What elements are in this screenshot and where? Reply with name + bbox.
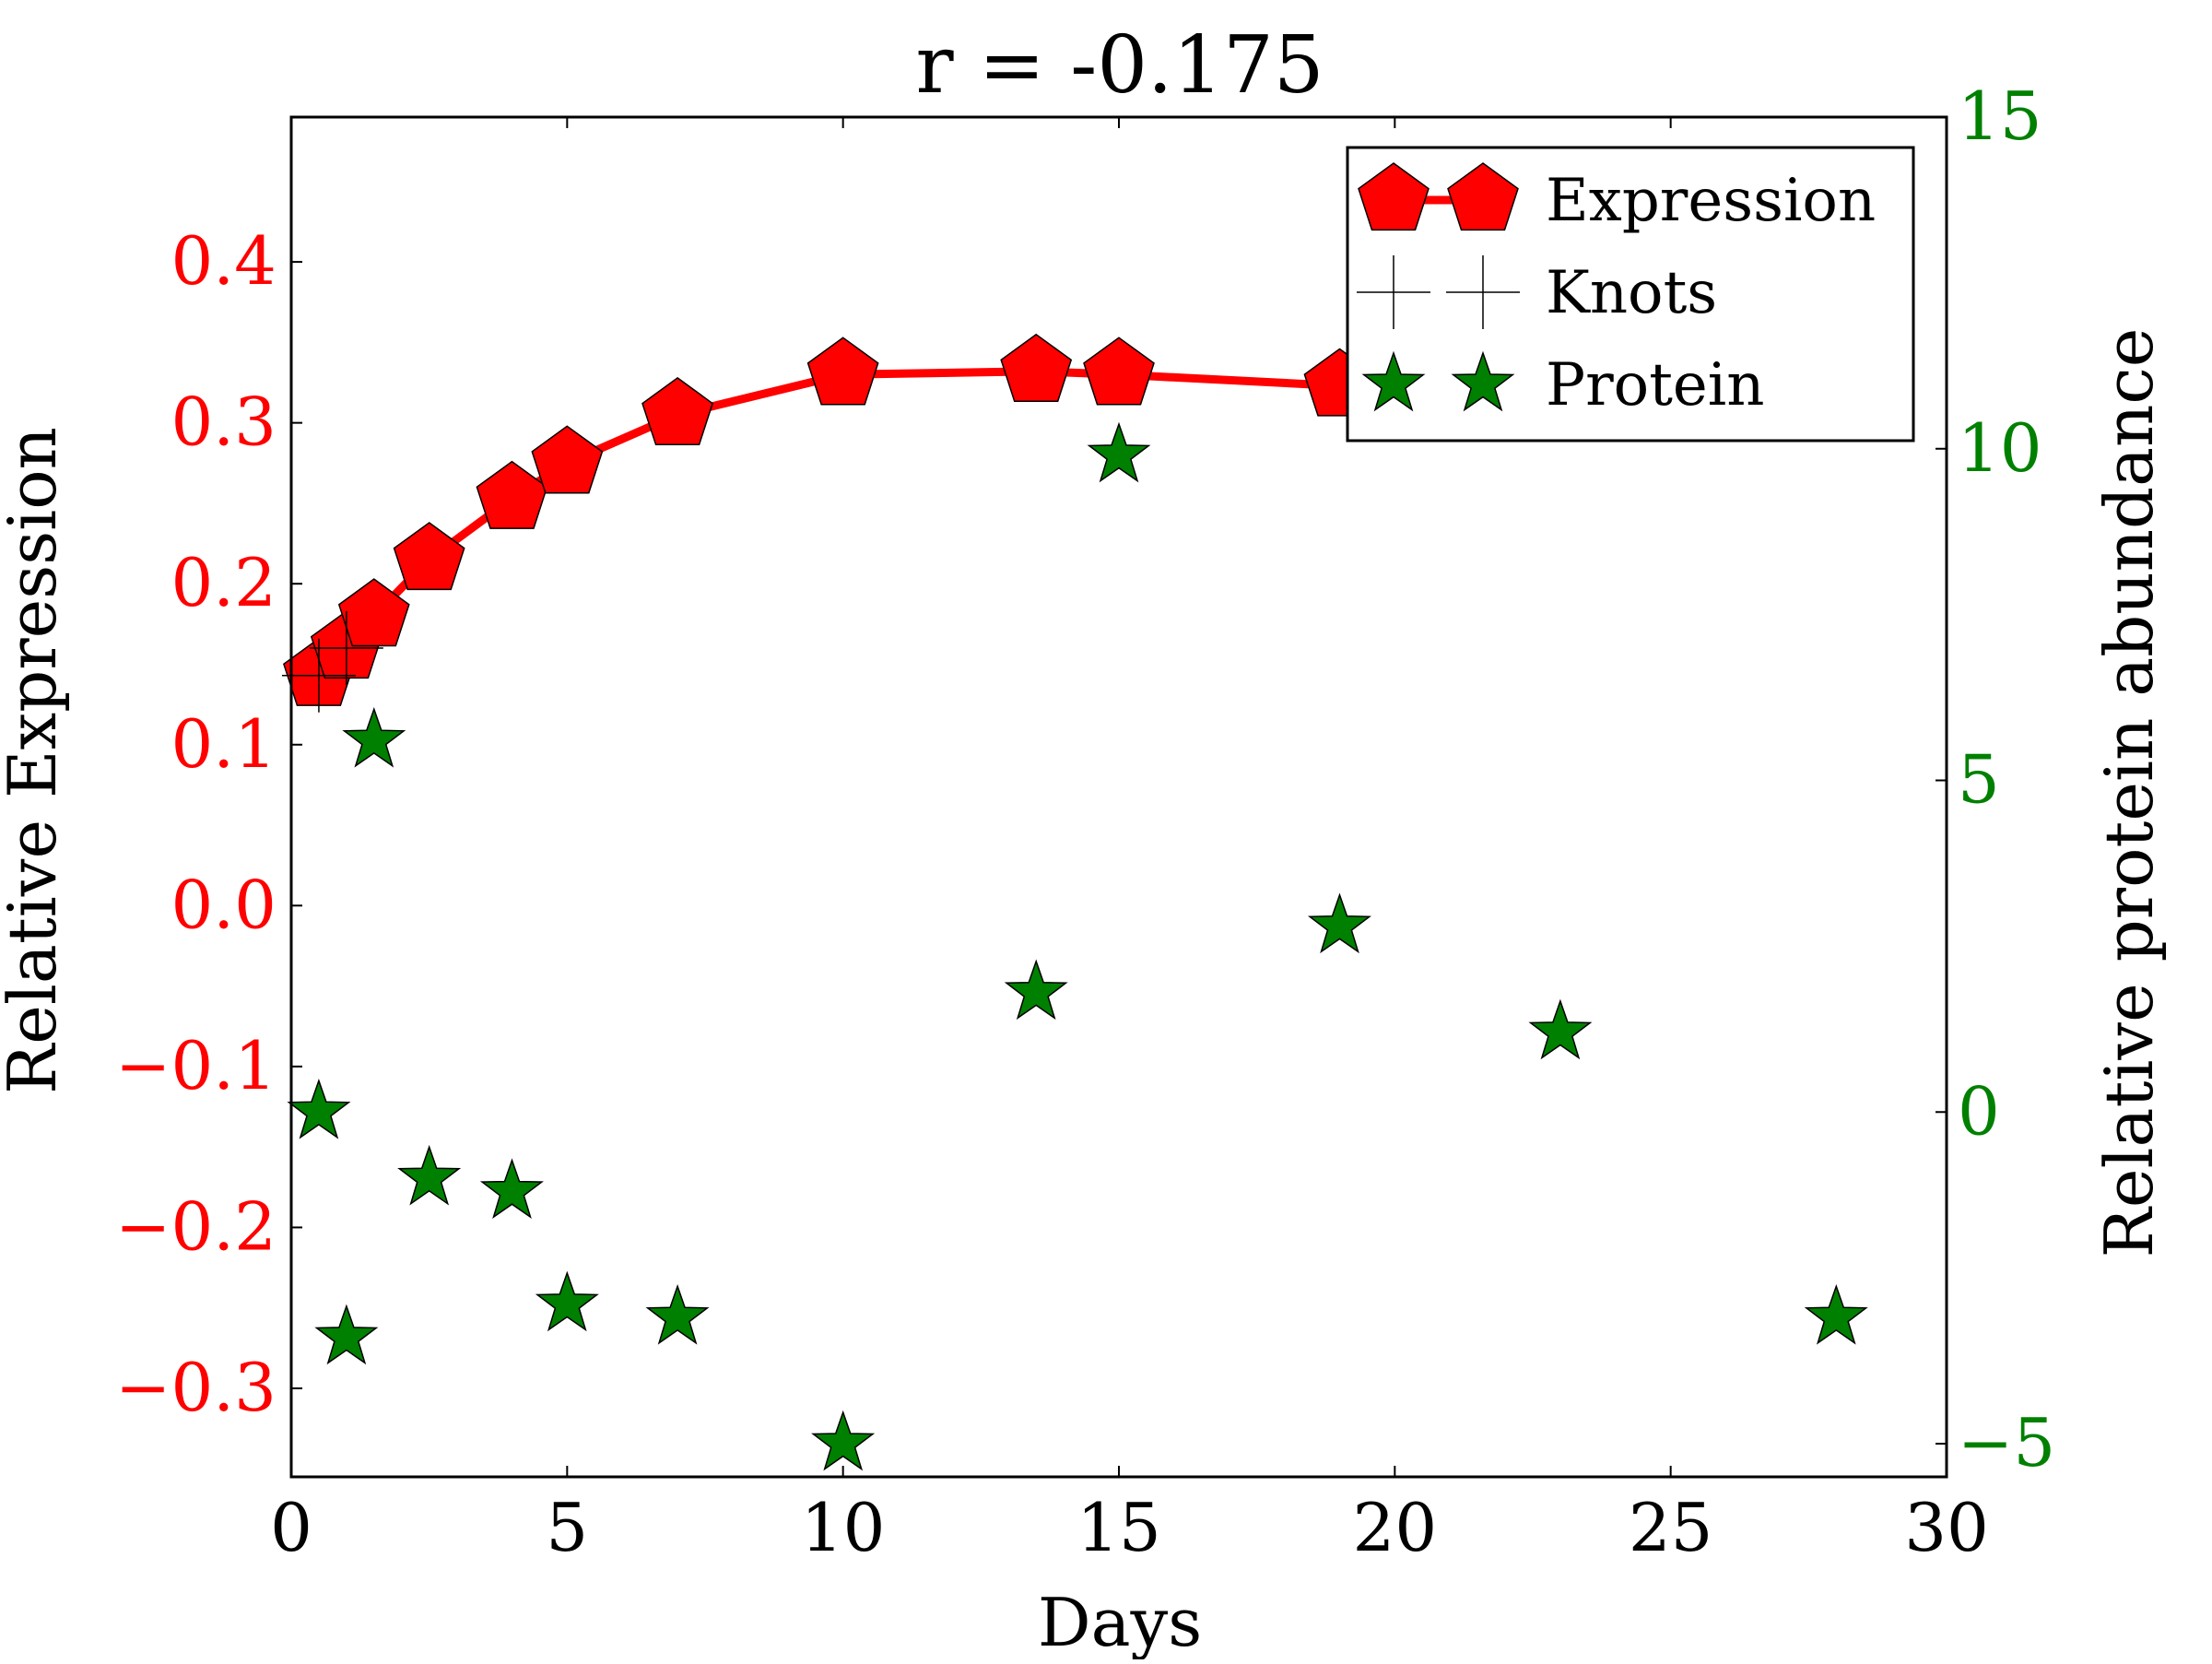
x-tick-label: 30 [1904, 1489, 1989, 1566]
knot-point [309, 611, 383, 686]
protein-point [645, 1284, 710, 1345]
left-y-tick-label: 0.0 [171, 866, 276, 943]
legend-expression-marker [1447, 162, 1519, 231]
left-y-tick-label: 0.2 [171, 544, 276, 621]
left-y-tick-label: 0.1 [171, 705, 276, 783]
left-y-tick-label: −0.2 [115, 1187, 276, 1265]
chart-title: r = -0.175 [915, 19, 1324, 112]
expression-point [531, 425, 604, 494]
legend-label: Expression [1546, 167, 1876, 235]
protein-point [1804, 1284, 1868, 1345]
expression-line [314, 367, 1344, 680]
legend-expression-marker [1358, 162, 1430, 231]
x-tick-label: 15 [1077, 1489, 1161, 1566]
x-tick-label: 5 [546, 1489, 588, 1566]
x-tick-label: 20 [1353, 1489, 1438, 1566]
left-y-tick-label: −0.3 [115, 1349, 276, 1426]
left-y-tick-label: 0.3 [171, 384, 276, 461]
protein-point [314, 1304, 379, 1365]
expression-point [393, 522, 465, 591]
protein-point [479, 1158, 544, 1219]
x-axis-label: Days [1038, 1584, 1202, 1659]
protein-point [811, 1410, 876, 1471]
axes: 0 5 10 15 20 25 30 0.4 0.3 0.2 0.1 0.0 −0.1 −0.2 −0.3 1… [115, 77, 2055, 1566]
legend: Expression Knots Protein [1346, 146, 1915, 443]
left-y-tick-label: −0.1 [115, 1027, 276, 1104]
right-y-tick-label: 15 [1958, 77, 2042, 155]
protein-point [1528, 998, 1593, 1060]
protein-point [397, 1144, 462, 1206]
right-y-tick-label: 0 [1958, 1072, 2000, 1150]
knot-point [281, 638, 356, 713]
right-y-tick-label: −5 [1958, 1404, 2055, 1481]
expression-point [476, 460, 548, 529]
expression-point [1000, 333, 1073, 402]
expression-point [641, 376, 713, 446]
x-tick-label: 10 [801, 1489, 886, 1566]
protein-point [535, 1270, 599, 1332]
legend-label: Knots [1546, 259, 1717, 327]
protein-point [1004, 959, 1068, 1021]
legend-knots-marker [1357, 255, 1430, 329]
protein-point [342, 707, 406, 768]
legend-protein-marker [1451, 350, 1515, 412]
expression-point [337, 578, 410, 647]
legend-protein-marker [1361, 350, 1426, 412]
legend-label: Protein [1546, 351, 1764, 419]
protein-point [1087, 421, 1151, 483]
right-y-axis-label: Relative protein abundance [2090, 328, 2168, 1258]
right-y-tick-label: 5 [1958, 741, 2000, 819]
x-tick-label: 0 [270, 1489, 312, 1566]
left-y-axis-label: Relative Expression [0, 427, 71, 1094]
expression-point [806, 336, 879, 406]
expression-point [1083, 336, 1155, 406]
protein-point [1307, 892, 1371, 954]
protein-point [287, 1079, 351, 1139]
legend-knots-marker [1446, 255, 1520, 329]
x-tick-label: 25 [1629, 1489, 1713, 1566]
right-y-tick-label: 10 [1958, 409, 2042, 487]
left-y-tick-label: 0.4 [171, 222, 276, 300]
plot-area [281, 333, 1868, 1471]
